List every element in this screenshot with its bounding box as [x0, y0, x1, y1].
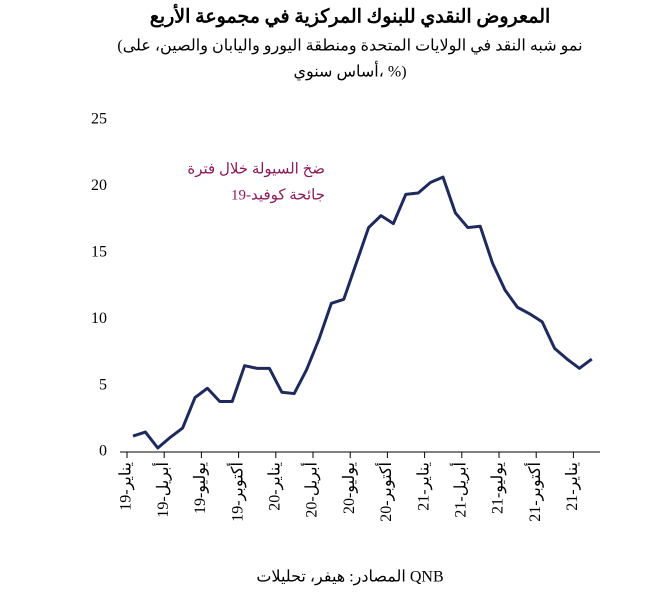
subtitle: أساس سنوي، %) [293, 61, 406, 81]
x-tick-label: أبريل-19 [152, 462, 172, 518]
x-tick-label: يوليو-20 [341, 462, 358, 514]
y-tick-label: 0 [99, 443, 107, 460]
chart-title: المعروض النقدي للبنوك المركزية في مجموعة… [150, 3, 551, 28]
x-tick-label: أكتوبر-21 [524, 462, 544, 522]
x-tick-label: أكتوبر-20 [375, 462, 395, 522]
y-tick-label: 10 [91, 310, 107, 327]
annotation: جائحة كوفيد-19 [231, 187, 325, 203]
source: المصادر: هيفر، تحليلات QNB [256, 569, 443, 586]
y-tick-label: 15 [91, 243, 107, 260]
line [132, 175, 593, 450]
y-tick-label: 5 [99, 376, 107, 393]
x-tick-label: يناير-19 [118, 462, 135, 511]
annotation: ضخ السيولة خلال فترة [187, 161, 325, 177]
x-tick-label: أكتوبر-19 [226, 462, 246, 522]
y-tick-label: 20 [91, 177, 107, 194]
subtitle: (نمو شبه النقد في الولايات المتحدة ومنطق… [117, 38, 582, 55]
x-tick-label: يناير-20 [266, 462, 283, 511]
x-tick-label: أبريل-21 [449, 462, 469, 518]
x-tick-label: أبريل-20 [301, 462, 321, 518]
x-tick-label: يناير-21 [564, 462, 581, 511]
x-tick-label: يوليو-19 [192, 462, 209, 514]
x-tick-label: يناير-21 [415, 462, 432, 511]
y-tick-label: 25 [91, 111, 107, 128]
x-tick-label: يوليو-21 [490, 462, 507, 514]
